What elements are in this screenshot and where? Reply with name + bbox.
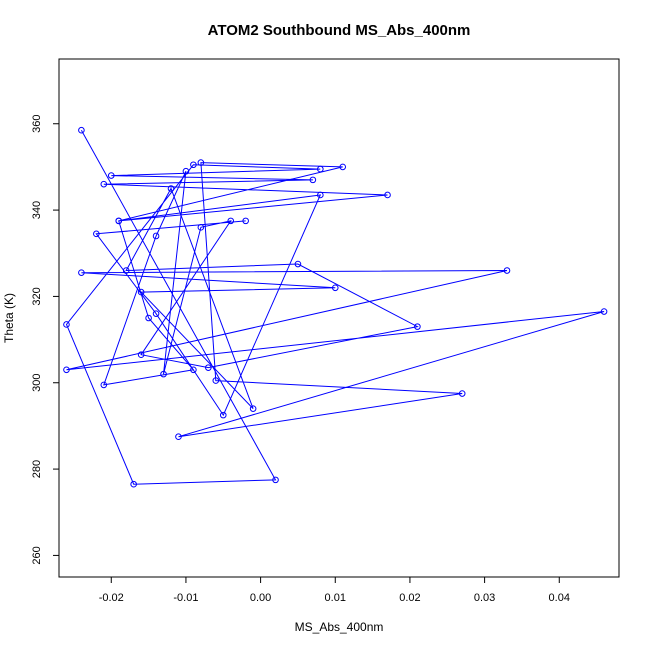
x-tick-label: 0.04: [549, 592, 570, 604]
y-tick-label: 320: [31, 287, 43, 305]
data-point: [107, 172, 115, 179]
data-point: [78, 269, 85, 276]
data-point: [145, 314, 152, 322]
x-tick-label: 0.03: [474, 592, 495, 604]
y-tick-label: 340: [31, 201, 43, 219]
data-point: [130, 480, 137, 488]
data-point: [122, 267, 130, 274]
data-point: [63, 321, 70, 328]
data-point: [272, 476, 279, 484]
data-point: [249, 405, 257, 412]
data-point: [331, 284, 339, 292]
data-point: [175, 433, 182, 441]
x-axis: -0.02 -0.01 0.00 0.01 0.02 0.03 0.04: [99, 576, 570, 604]
data-point: [205, 364, 212, 371]
data-point: [197, 224, 205, 231]
data-point: [160, 370, 167, 378]
y-tick-label: 360: [31, 115, 43, 133]
chart-title: ATOM2 Southbound MS_Abs_400nm: [208, 22, 471, 39]
data-point: [227, 217, 235, 225]
y-tick-label: 260: [31, 546, 43, 564]
x-axis-label: MS_Abs_400nm: [295, 620, 384, 634]
plot-frame: [58, 58, 620, 578]
data-point: [339, 163, 347, 171]
y-axis: 260 280 300 320 340 360: [31, 115, 60, 565]
data-point: [294, 260, 302, 268]
data-point: [152, 310, 160, 317]
data-point: [600, 308, 608, 315]
data-point: [309, 176, 317, 184]
data-point: [182, 167, 190, 175]
data-point: [190, 366, 197, 374]
y-tick-label: 280: [31, 460, 43, 478]
data-point: [212, 377, 220, 384]
data-point: [503, 267, 511, 274]
data-point: [152, 232, 160, 240]
data-point: [93, 230, 100, 238]
data-point: [242, 217, 249, 225]
data-point: [78, 126, 85, 134]
data-point: [137, 288, 145, 296]
data-point: [219, 411, 227, 419]
y-tick-label: 300: [31, 374, 43, 392]
x-tick-label: 0.01: [325, 592, 346, 604]
data-point: [414, 323, 421, 330]
data-point: [384, 191, 391, 199]
data-point: [100, 381, 108, 389]
data-point: [317, 191, 324, 199]
x-tick-label: -0.02: [99, 592, 124, 604]
data-point: [317, 165, 324, 173]
x-tick-label: 0.00: [250, 592, 271, 604]
data-point: [197, 159, 205, 166]
data-point: [100, 180, 108, 188]
data-point: [458, 390, 466, 397]
data-point: [167, 185, 175, 192]
x-tick-label: -0.01: [173, 592, 198, 604]
data-series: [63, 126, 608, 488]
data-point: [137, 351, 145, 358]
data-point: [115, 217, 123, 225]
y-axis-label: Theta (K): [2, 293, 16, 343]
data-point: [190, 161, 197, 169]
data-point: [63, 366, 70, 374]
x-tick-label: 0.02: [399, 592, 420, 604]
series-line: [65, 129, 605, 485]
